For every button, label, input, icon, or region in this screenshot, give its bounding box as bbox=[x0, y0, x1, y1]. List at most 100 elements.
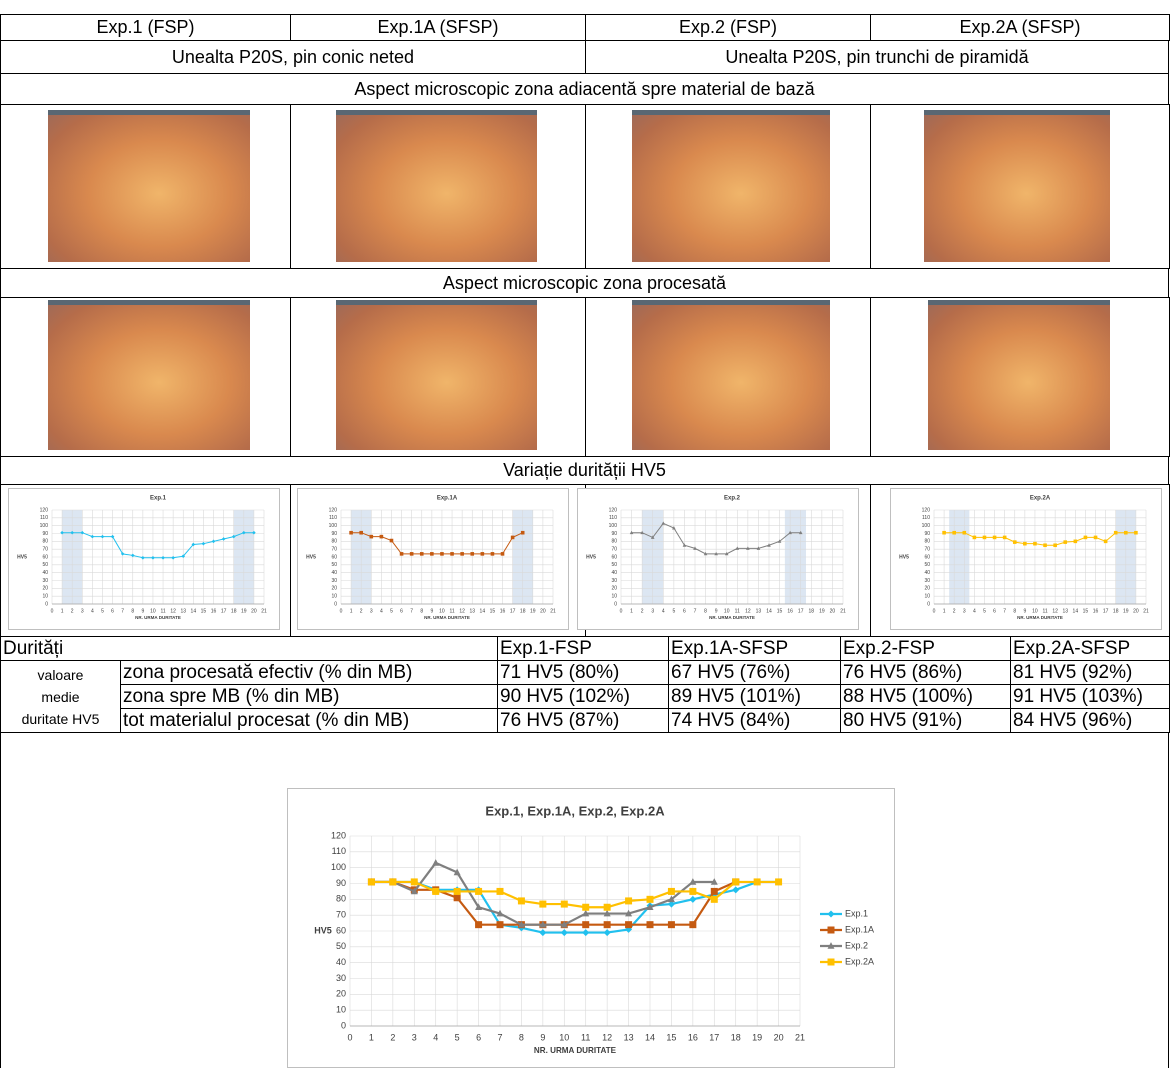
marker bbox=[389, 878, 396, 885]
x-tick-label: 20 bbox=[251, 608, 257, 614]
marker bbox=[450, 552, 454, 556]
marker bbox=[625, 897, 632, 904]
marker bbox=[511, 536, 515, 540]
chart-title: Exp.1, Exp.1A, Exp.2, Exp.2A bbox=[485, 803, 665, 818]
chart: 0102030405060708090100110120012345678910… bbox=[890, 488, 1162, 630]
x-tick-label: 15 bbox=[666, 1032, 676, 1042]
marker bbox=[380, 535, 384, 539]
y-tick-label: 10 bbox=[336, 1005, 346, 1015]
column-header: Exp.2A (SFSP) bbox=[870, 14, 1170, 41]
x-axis-label: NR. URMA DURITATE bbox=[534, 1046, 617, 1055]
x-tick-label: 1 bbox=[630, 608, 633, 614]
x-tick-label: 14 bbox=[766, 608, 772, 614]
y-tick-label: 110 bbox=[609, 515, 617, 521]
chart: 0102030405060708090100110120012345678910… bbox=[577, 488, 859, 630]
x-tick-label: 15 bbox=[201, 608, 207, 614]
x-tick-label: 6 bbox=[476, 1032, 481, 1042]
x-tick-label: 5 bbox=[983, 608, 986, 614]
x-tick-label: 20 bbox=[540, 608, 546, 614]
x-tick-label: 4 bbox=[433, 1032, 438, 1042]
x-tick-label: 11 bbox=[735, 608, 740, 614]
x-tick-label: 15 bbox=[490, 608, 496, 614]
x-tick-label: 13 bbox=[180, 608, 186, 614]
micrograph bbox=[48, 110, 250, 262]
y-tick-label: 100 bbox=[329, 523, 338, 529]
series-line bbox=[351, 533, 523, 554]
x-tick-label: 10 bbox=[439, 608, 445, 614]
x-tick-label: 0 bbox=[933, 608, 936, 614]
x-tick-label: 18 bbox=[1113, 608, 1119, 614]
x-tick-label: 2 bbox=[71, 608, 74, 614]
marker bbox=[1043, 543, 1047, 547]
x-tick-label: 19 bbox=[1123, 608, 1129, 614]
y-axis-label: HV5 bbox=[586, 554, 596, 560]
x-tick-label: 9 bbox=[430, 608, 433, 614]
section-title: Aspect microscopic zona adiacentă spre m… bbox=[0, 73, 1169, 105]
marker bbox=[668, 888, 675, 895]
y-tick-label: 80 bbox=[924, 539, 930, 545]
marker bbox=[430, 552, 434, 556]
x-tick-label: 21 bbox=[795, 1032, 805, 1042]
x-tick-label: 3 bbox=[963, 608, 966, 614]
marker bbox=[1063, 540, 1067, 544]
marker bbox=[1003, 536, 1007, 540]
marker bbox=[711, 896, 718, 903]
y-axis-label: HV5 bbox=[306, 554, 316, 560]
x-tick-label: 21 bbox=[550, 608, 556, 614]
y-axis-label: HV5 bbox=[314, 925, 332, 935]
x-tick-label: 10 bbox=[559, 1032, 569, 1042]
chart: 0102030405060708090100110120012345678910… bbox=[8, 488, 280, 630]
marker bbox=[212, 540, 216, 544]
y-tick-label: 20 bbox=[331, 586, 337, 592]
marker bbox=[993, 536, 997, 540]
x-tick-label: 13 bbox=[469, 608, 475, 614]
y-tick-label: 110 bbox=[40, 515, 48, 521]
x-tick-label: 0 bbox=[340, 608, 343, 614]
y-tick-label: 0 bbox=[334, 601, 337, 607]
marker bbox=[775, 878, 782, 885]
hardness-title: Durități bbox=[0, 636, 498, 661]
legend-label: Exp.1 bbox=[845, 908, 868, 918]
x-tick-label: 8 bbox=[704, 608, 707, 614]
hardness-value: 81 HV5 (92%) bbox=[1010, 660, 1170, 685]
x-tick-label: 4 bbox=[380, 608, 383, 614]
hardness-value: 74 HV5 (84%) bbox=[668, 708, 841, 733]
marker bbox=[604, 904, 611, 911]
marker bbox=[501, 552, 505, 556]
y-tick-label: 50 bbox=[611, 562, 617, 568]
marker bbox=[369, 535, 373, 539]
y-tick-label: 40 bbox=[336, 957, 346, 967]
marker bbox=[440, 552, 444, 556]
y-tick-label: 40 bbox=[331, 570, 337, 576]
x-tick-label: 0 bbox=[51, 608, 54, 614]
marker bbox=[368, 878, 375, 885]
marker bbox=[1074, 540, 1078, 544]
hardness-value: 80 HV5 (91%) bbox=[840, 708, 1011, 733]
micrograph bbox=[336, 110, 537, 262]
x-tick-label: 21 bbox=[840, 608, 846, 614]
marker bbox=[202, 542, 206, 546]
marker bbox=[131, 554, 135, 558]
x-tick-label: 13 bbox=[756, 608, 762, 614]
x-tick-label: 2 bbox=[953, 608, 956, 614]
x-tick-label: 17 bbox=[709, 1032, 719, 1042]
y-tick-label: 40 bbox=[42, 570, 48, 576]
x-tick-label: 10 bbox=[724, 608, 730, 614]
x-tick-label: 16 bbox=[211, 608, 217, 614]
y-tick-label: 100 bbox=[40, 523, 49, 529]
y-tick-label: 0 bbox=[341, 1020, 346, 1030]
hardness-value: 67 HV5 (76%) bbox=[668, 660, 841, 685]
marker bbox=[689, 888, 696, 895]
x-tick-label: 21 bbox=[1143, 608, 1149, 614]
marker bbox=[497, 921, 504, 928]
x-tick-label: 17 bbox=[798, 608, 804, 614]
x-tick-label: 13 bbox=[624, 1032, 634, 1042]
marker bbox=[222, 537, 226, 541]
section-title: Variație durității HV5 bbox=[0, 456, 1169, 485]
marker bbox=[828, 959, 835, 966]
hardness-column: Exp.2A-SFSP bbox=[1010, 636, 1170, 661]
marker bbox=[420, 552, 424, 556]
group-label: valoare bbox=[38, 664, 84, 686]
x-tick-label: 18 bbox=[731, 1032, 741, 1042]
marker bbox=[582, 921, 589, 928]
